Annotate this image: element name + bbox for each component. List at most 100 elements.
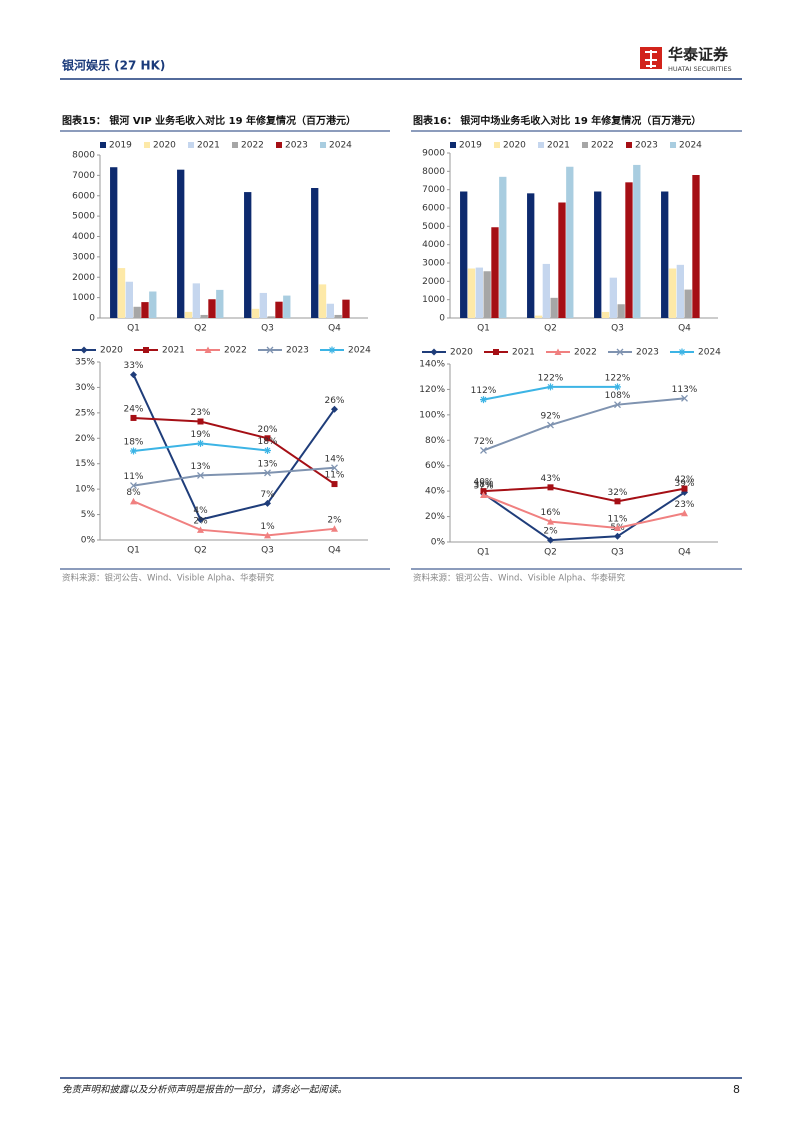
legend-swatch bbox=[494, 142, 500, 148]
y-tick-label: 5% bbox=[81, 510, 96, 520]
y-tick-label: 3000 bbox=[422, 259, 445, 269]
marker bbox=[547, 484, 554, 491]
data-label: 2% bbox=[543, 527, 558, 537]
data-label: 11% bbox=[324, 471, 344, 481]
y-tick-label: 2000 bbox=[72, 273, 95, 283]
y-tick-label: 35% bbox=[75, 358, 95, 368]
marker bbox=[616, 348, 624, 356]
bar bbox=[177, 169, 185, 318]
y-tick-label: 60% bbox=[425, 461, 445, 471]
data-label: 72% bbox=[473, 437, 493, 447]
bar bbox=[684, 289, 692, 318]
y-tick-label: 120% bbox=[419, 385, 445, 395]
bar bbox=[594, 191, 602, 318]
marker bbox=[614, 524, 621, 532]
x-tick-label: Q4 bbox=[678, 324, 691, 334]
data-label: 43% bbox=[540, 474, 560, 484]
marker bbox=[197, 516, 204, 524]
x-tick-label: Q4 bbox=[328, 324, 341, 334]
data-label: 11% bbox=[123, 472, 143, 482]
bar bbox=[566, 166, 574, 318]
data-label: 23% bbox=[674, 500, 694, 510]
data-label: 122% bbox=[605, 373, 631, 383]
marker bbox=[480, 491, 487, 498]
legend-label: 2020 bbox=[503, 141, 526, 151]
bar bbox=[342, 299, 350, 318]
x-tick-label: Q2 bbox=[544, 548, 557, 558]
legend-label: 2023 bbox=[636, 348, 659, 358]
data-label: 26% bbox=[324, 396, 344, 406]
data-label: 13% bbox=[257, 459, 277, 469]
bar bbox=[527, 193, 535, 318]
marker bbox=[681, 485, 688, 492]
marker bbox=[614, 383, 621, 391]
bar bbox=[633, 164, 641, 318]
marker bbox=[266, 346, 274, 354]
y-tick-label: 7000 bbox=[422, 185, 445, 195]
data-label: 7% bbox=[260, 490, 275, 500]
bar bbox=[117, 268, 126, 318]
marker bbox=[130, 482, 137, 490]
legend-swatch bbox=[232, 142, 238, 148]
legend-label: 2024 bbox=[679, 141, 702, 151]
marker bbox=[197, 418, 204, 425]
data-label: 2% bbox=[327, 515, 342, 525]
marker bbox=[331, 481, 338, 488]
y-tick-label: 10% bbox=[75, 485, 95, 495]
bar bbox=[692, 175, 700, 318]
bar bbox=[661, 191, 669, 318]
data-label: 92% bbox=[540, 412, 560, 422]
y-tick-label: 1000 bbox=[72, 293, 95, 303]
bar bbox=[483, 271, 491, 318]
bar bbox=[149, 291, 157, 318]
data-label: 14% bbox=[324, 454, 344, 464]
data-label: 1% bbox=[260, 522, 275, 532]
legend-label: 2021 bbox=[547, 141, 570, 151]
bar bbox=[334, 314, 342, 318]
y-tick-label: 8000 bbox=[422, 167, 445, 177]
legend-label: 2023 bbox=[635, 141, 658, 151]
marker bbox=[264, 499, 271, 507]
bar bbox=[542, 263, 550, 318]
bar bbox=[267, 316, 275, 318]
marker bbox=[480, 488, 487, 495]
marker bbox=[480, 446, 487, 454]
marker bbox=[204, 346, 212, 353]
legend-label: 2021 bbox=[512, 348, 535, 358]
legend-swatch bbox=[538, 142, 544, 148]
bar bbox=[550, 297, 558, 318]
marker bbox=[681, 394, 688, 402]
y-tick-label: 3000 bbox=[72, 252, 95, 262]
series-line bbox=[482, 491, 686, 542]
marker bbox=[197, 439, 204, 447]
source: 资料来源：银河公告、Wind、Visible Alpha、华泰研究 bbox=[413, 573, 625, 584]
data-label: 108% bbox=[605, 391, 631, 401]
legend-swatch bbox=[100, 142, 106, 148]
legend-swatch bbox=[626, 142, 632, 148]
bar bbox=[216, 289, 224, 318]
marker bbox=[264, 435, 271, 442]
y-tick-label: 15% bbox=[75, 459, 95, 469]
figure-title: 图表16： 银河中场业务毛收入对比 19 年修复情况（百万港元） bbox=[413, 114, 701, 127]
series-line bbox=[483, 494, 685, 530]
marker bbox=[547, 518, 554, 525]
data-label: 13% bbox=[190, 462, 210, 472]
data-label: 23% bbox=[190, 408, 210, 418]
logo-glyph bbox=[645, 50, 657, 68]
y-tick-label: 9000 bbox=[422, 149, 445, 159]
legend-label: 2024 bbox=[348, 346, 371, 356]
x-tick-label: Q1 bbox=[477, 548, 490, 558]
legend-label: 2020 bbox=[450, 348, 473, 358]
series-line bbox=[133, 500, 335, 537]
marker bbox=[614, 532, 621, 540]
y-tick-label: 25% bbox=[75, 408, 95, 418]
marker bbox=[547, 421, 554, 429]
y-tick-label: 0 bbox=[89, 314, 95, 324]
bar bbox=[467, 268, 476, 318]
y-tick-label: 7000 bbox=[72, 171, 95, 181]
bar bbox=[311, 188, 319, 318]
data-label: 33% bbox=[123, 361, 143, 371]
bar bbox=[534, 315, 543, 318]
y-tick-label: 80% bbox=[425, 436, 445, 446]
